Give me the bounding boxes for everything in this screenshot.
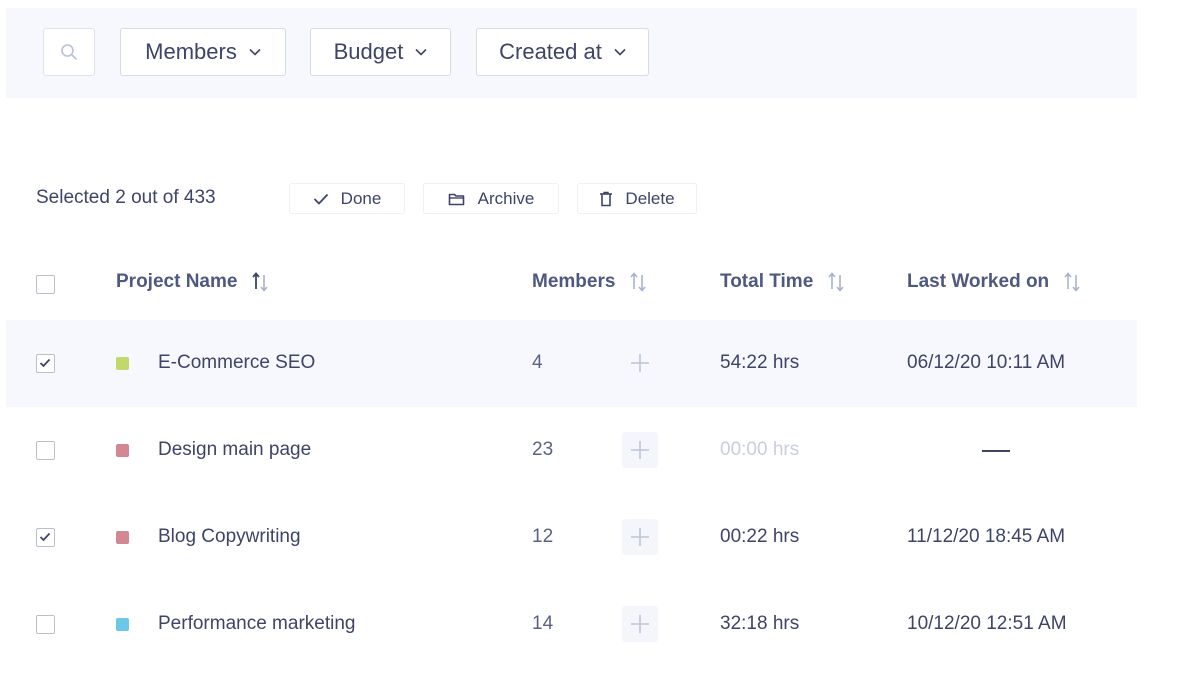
created-at-filter-label: Created at [499, 39, 602, 64]
project-color-swatch [116, 444, 129, 457]
search-icon [61, 44, 77, 60]
column-header-total-time[interactable]: Total Time [720, 270, 845, 294]
column-header-label: Total Time [720, 271, 814, 292]
no-activity-dash [982, 450, 1010, 452]
check-icon [39, 358, 51, 368]
column-header-project-name[interactable]: Project Name [116, 270, 269, 294]
filter-bar: Members Budget Created at [6, 8, 1137, 98]
add-member-button[interactable] [622, 519, 658, 555]
column-header-label: Last Worked on [907, 271, 1050, 292]
add-member-button[interactable] [622, 432, 658, 468]
row-checkbox[interactable] [36, 528, 55, 547]
add-member-button[interactable] [622, 606, 658, 642]
table-row[interactable] [6, 320, 1137, 407]
delete-label: Delete [625, 188, 675, 208]
add-member-button[interactable] [622, 345, 658, 381]
check-icon [313, 193, 328, 205]
row-checkbox[interactable] [36, 354, 55, 373]
last-worked-on: 06/12/20 10:11 AM [907, 352, 1066, 373]
chevron-down-icon [249, 48, 261, 56]
sort-icon [252, 272, 269, 292]
trash-icon [600, 191, 613, 206]
member-count: 12 [532, 526, 554, 547]
plus-icon [631, 441, 649, 459]
total-time: 32:18 hrs [720, 613, 800, 634]
project-name[interactable]: E-Commerce SEO [158, 352, 316, 373]
member-count: 14 [532, 613, 554, 634]
delete-button[interactable]: Delete [577, 183, 697, 214]
project-name[interactable]: Design main page [158, 439, 312, 460]
folder-icon [448, 193, 464, 205]
check-icon [39, 532, 51, 542]
member-count: 4 [532, 352, 543, 373]
plus-icon [631, 528, 649, 546]
created-at-filter-dropdown[interactable]: Created at [476, 28, 649, 76]
total-time: 00:22 hrs [720, 526, 800, 547]
search-button[interactable] [43, 28, 95, 76]
members-filter-label: Members [145, 39, 237, 64]
select-all-checkbox[interactable] [36, 275, 55, 294]
project-color-swatch [116, 357, 129, 370]
total-time: 54:22 hrs [720, 352, 800, 373]
sort-icon [630, 272, 647, 292]
row-checkbox[interactable] [36, 441, 55, 460]
plus-icon [631, 354, 649, 372]
column-header-last-worked-on[interactable]: Last Worked on [907, 270, 1081, 294]
member-count: 23 [532, 439, 554, 460]
project-name[interactable]: Blog Copywriting [158, 526, 301, 547]
column-header-label: Project Name [116, 271, 238, 292]
column-header-members[interactable]: Members [532, 270, 647, 294]
archive-label: Archive [477, 188, 535, 208]
members-filter-dropdown[interactable]: Members [120, 28, 286, 76]
done-button[interactable]: Done [289, 183, 405, 214]
row-checkbox[interactable] [36, 615, 55, 634]
plus-icon [631, 615, 649, 633]
project-color-swatch [116, 618, 129, 631]
total-time: 00:00 hrs [720, 439, 800, 460]
archive-button[interactable]: Archive [423, 183, 559, 214]
last-worked-on: 11/12/20 18:45 AM [907, 526, 1066, 547]
done-label: Done [340, 188, 382, 208]
project-name[interactable]: Performance marketing [158, 613, 356, 634]
budget-filter-dropdown[interactable]: Budget [310, 28, 451, 76]
chevron-down-icon [415, 48, 427, 56]
budget-filter-label: Budget [333, 39, 404, 64]
selection-count: Selected 2 out of 433 [36, 187, 216, 208]
column-header-label: Members [532, 271, 616, 292]
project-color-swatch [116, 531, 129, 544]
sort-icon [1064, 272, 1080, 292]
chevron-down-icon [614, 48, 626, 56]
last-worked-on: 10/12/20 12:51 AM [907, 613, 1067, 634]
sort-icon [828, 272, 844, 292]
